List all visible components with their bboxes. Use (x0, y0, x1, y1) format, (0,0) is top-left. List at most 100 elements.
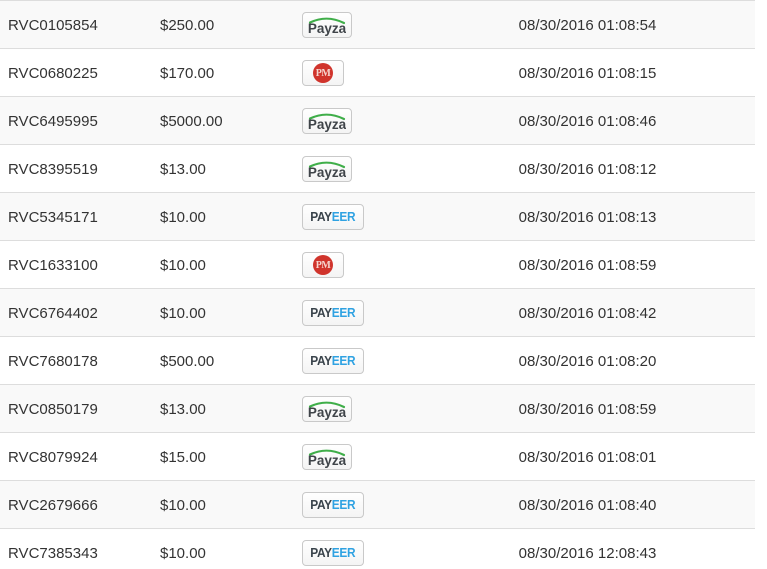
table-row: RVC6495995 $5000.00 Payza 08/30/2016 01:08:… (0, 96, 755, 145)
payza-logo-icon: Payza (308, 449, 346, 468)
table-row: RVC0680225 $170.00 PM 08/30/2016 01:08:15 (0, 48, 755, 97)
perfect-money-badge[interactable]: PM (302, 252, 344, 278)
transaction-id-cell: RVC5345171 (0, 192, 152, 241)
payza-logo-icon: Payza (308, 113, 346, 132)
payment-method-cell: PM (294, 240, 420, 289)
table-row: RVC6764402 $10.00 PAYEER 08/30/2016 01:08:4… (0, 288, 755, 337)
amount-cell: $170.00 (152, 48, 294, 97)
payeer-badge[interactable]: PAYEER (302, 540, 364, 566)
payza-badge[interactable]: Payza (302, 108, 352, 134)
payza-label: Payza (308, 453, 346, 468)
transaction-id-cell: RVC2679666 (0, 480, 152, 529)
payeer-badge[interactable]: PAYEER (302, 348, 364, 374)
payeer-label-dark: PAY (310, 354, 332, 368)
transaction-id-cell: RVC0105854 (8, 16, 98, 34)
payeer-label-light: EER (331, 306, 356, 320)
payment-method-cell: PAYEER (294, 480, 420, 529)
payza-badge[interactable]: Payza (302, 156, 352, 182)
payment-method-cell: PM (294, 48, 420, 97)
payment-method-cell: Payza (294, 432, 420, 481)
amount-cell: $10.00 (152, 288, 294, 337)
table-row: RVC1633100 $10.00 PM 08/30/2016 01:08:59 (0, 240, 755, 289)
payment-method-cell: Payza (294, 144, 420, 193)
payza-logo-icon: Payza (308, 401, 346, 420)
transaction-id-cell: RVC6764402 (0, 288, 152, 337)
payza-arc-icon (308, 113, 346, 121)
payza-badge[interactable]: Payza (302, 396, 352, 422)
datetime-cell: 08/30/2016 01:08:20 (420, 336, 755, 385)
table-row: RVC7385343 $10.00 PAYEER 08/30/2016 12:08:4… (0, 528, 755, 569)
payza-arc-icon (308, 17, 346, 25)
payza-arc-icon (308, 401, 346, 409)
table-row: RVC8395519 $13.00 Payza 08/30/2016 01:08:12 (0, 144, 755, 193)
payza-label: Payza (308, 165, 346, 180)
transaction-id-cell: RVC7385343 (0, 528, 152, 569)
transaction-id-cell: RVC1633100 (0, 240, 152, 289)
payeer-logo-icon: PAYEER (310, 497, 355, 513)
payza-logo-icon: Payza (308, 17, 346, 36)
payeer-label-dark: PAY (310, 210, 332, 224)
payment-method-cell: Payza (294, 1, 420, 49)
payment-method-cell: PAYEER (294, 528, 420, 569)
payeer-label-dark: PAY (310, 546, 332, 560)
transaction-id-cell: RVC8395519 (0, 144, 152, 193)
payza-arc-icon (308, 161, 346, 169)
payeer-logo-icon: PAYEER (310, 209, 355, 225)
table-row: RVC0850179 $13.00 Payza 08/30/2016 01:08:59 (0, 384, 755, 433)
table-row: RVC0105854 $250.00 Payza 08/30/2016 01:08:5… (0, 0, 755, 49)
payeer-label-dark: PAY (310, 306, 332, 320)
perfect-money-badge[interactable]: PM (302, 60, 344, 86)
datetime-cell: 08/30/2016 01:08:40 (420, 480, 755, 529)
datetime-cell: 08/30/2016 01:08:59 (420, 384, 755, 433)
payza-logo-icon: Payza (308, 161, 346, 180)
datetime-cell: 08/30/2016 01:08:46 (420, 96, 755, 145)
datetime-cell: 08/30/2016 01:08:01 (420, 432, 755, 481)
table-row: RVC5345171 $10.00 PAYEER 08/30/2016 01:08:1… (0, 192, 755, 241)
payza-label: Payza (308, 117, 346, 132)
payment-method-cell: Payza (294, 96, 420, 145)
payza-badge[interactable]: Payza (302, 12, 352, 38)
datetime-cell: 08/30/2016 01:08:12 (420, 144, 755, 193)
datetime-cell: 08/30/2016 01:08:13 (420, 192, 755, 241)
amount-cell: $10.00 (152, 480, 294, 529)
amount-cell: $13.00 (152, 144, 294, 193)
transaction-id-cell: RVC0850179 (0, 384, 152, 433)
payeer-badge[interactable]: PAYEER (302, 204, 364, 230)
payeer-label-light: EER (331, 498, 356, 512)
table-row: RVC8079924 $15.00 Payza 08/30/2016 01:08:01 (0, 432, 755, 481)
amount-cell: $10.00 (152, 240, 294, 289)
transaction-id-cell: RVC7680178 (0, 336, 152, 385)
payment-method-cell: PAYEER (294, 288, 420, 337)
amount-cell: $500.00 (152, 336, 294, 385)
payeer-label-light: EER (331, 210, 356, 224)
payment-method-cell: PAYEER (294, 336, 420, 385)
payeer-badge[interactable]: PAYEER (302, 300, 364, 326)
perfect-money-icon: PM (313, 255, 333, 275)
datetime-cell: 08/30/2016 01:08:42 (420, 288, 755, 337)
amount-cell: $250.00 (160, 16, 215, 34)
payeer-badge[interactable]: PAYEER (302, 492, 364, 518)
transaction-id-cell: RVC0680225 (0, 48, 152, 97)
datetime-cell: 08/30/2016 01:08:54 (518, 16, 657, 34)
amount-cell: $15.00 (152, 432, 294, 481)
payza-badge[interactable]: Payza (302, 444, 352, 470)
payeer-label-light: EER (331, 354, 356, 368)
payment-method-cell: Payza (294, 384, 420, 433)
datetime-cell: 08/30/2016 12:08:43 (420, 528, 755, 569)
payeer-logo-icon: PAYEER (310, 545, 355, 561)
datetime-cell: 08/30/2016 01:08:59 (420, 240, 755, 289)
payeer-logo-icon: PAYEER (310, 305, 355, 321)
transaction-id-cell: RVC8079924 (0, 432, 152, 481)
perfect-money-icon: PM (313, 63, 333, 83)
payeer-label-light: EER (331, 546, 356, 560)
transaction-id-cell: RVC6495995 (0, 96, 152, 145)
payeer-label-dark: PAY (310, 498, 332, 512)
payment-method-cell: PAYEER (294, 192, 420, 241)
payza-label: Payza (308, 405, 346, 420)
amount-cell: $10.00 (152, 192, 294, 241)
table-row: RVC7680178 $500.00 PAYEER 08/30/2016 01:08:… (0, 336, 755, 385)
datetime-cell: 08/30/2016 01:08:15 (420, 48, 755, 97)
